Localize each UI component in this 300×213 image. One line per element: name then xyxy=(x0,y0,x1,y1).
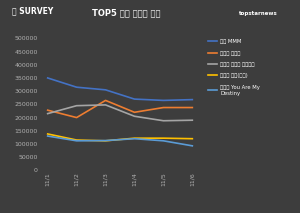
Text: 💰 SURVEY: 💰 SURVEY xyxy=(12,6,53,15)
Legend: 영탁 MMM, 장민호 화초리, 이승윤 폐허가 된다해도, 송가인 연기(煙氣), 김기태 You Are My
Destiny: 영탁 MMM, 장민호 화초리, 이승윤 폐허가 된다해도, 송가인 연기(煙氣… xyxy=(207,38,261,96)
Text: topstarnews: topstarnews xyxy=(238,11,278,16)
Text: TOP5 일별 득표수 추이: TOP5 일별 득표수 추이 xyxy=(92,9,160,17)
